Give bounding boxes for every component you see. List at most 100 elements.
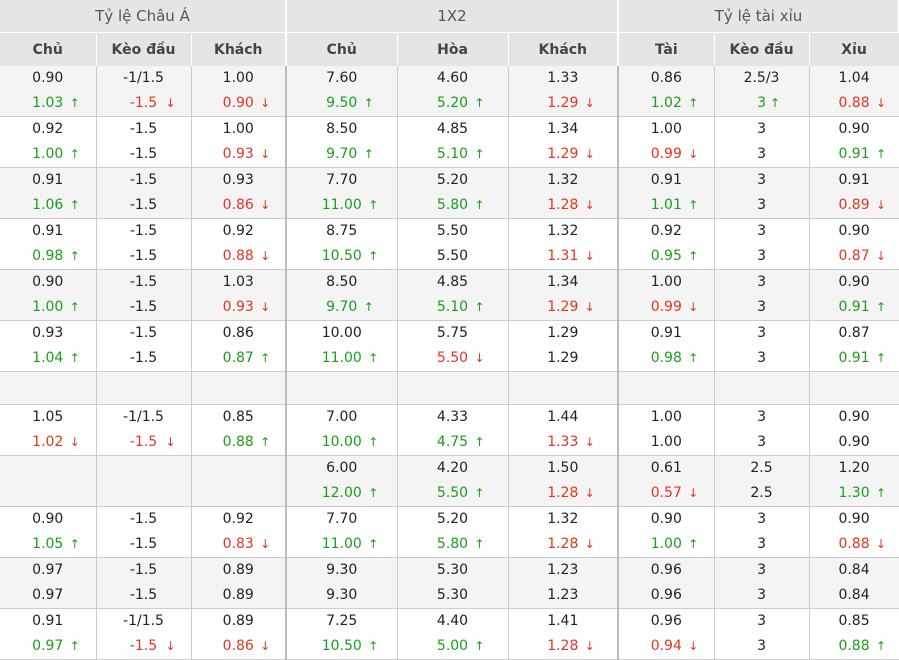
odds-cell-asian-home[interactable]: 1.05 1.02 ↓: [0, 404, 97, 456]
odds-cell-asian-handicap[interactable]: -1.5 -1.5: [96, 116, 192, 168]
odds-cell-1x2-away[interactable]: 1.29 1.29: [508, 320, 620, 372]
odds-cell-1x2-draw[interactable]: 4.33 4.75 ↑: [397, 404, 509, 456]
odds-cell-ou-under[interactable]: 0.90 0.91 ↑: [809, 116, 899, 168]
odds-cell-asian-home[interactable]: 0.91 0.97 ↑: [0, 608, 97, 660]
odds-cell-1x2-home[interactable]: 6.00 12.00 ↑: [286, 455, 398, 507]
odds-cell-ou-over[interactable]: 0.90 1.00 ↑: [618, 506, 715, 558]
odds-cell-1x2-draw[interactable]: 4.20 5.50 ↑: [397, 455, 509, 507]
odds-cell-1x2-home[interactable]: 7.70 11.00 ↑: [286, 506, 398, 558]
odds-cell-asian-handicap[interactable]: -1.5 -1.5: [96, 167, 192, 219]
odds-cell-ou-under[interactable]: 1.20 1.30 ↑: [809, 455, 899, 507]
odds-cell-1x2-away[interactable]: 1.23 1.23: [508, 557, 620, 609]
odds-cell-asian-home[interactable]: 0.90 1.00 ↑: [0, 269, 97, 321]
odds-cell-ou-under[interactable]: 0.91 0.89 ↓: [809, 167, 899, 219]
odds-cell-asian-handicap[interactable]: -1.5 -1.5: [96, 557, 192, 609]
odds-cell-1x2-draw[interactable]: 4.85 5.10 ↑: [397, 116, 509, 168]
odds-cell-ou-under[interactable]: 0.90 0.87 ↓: [809, 218, 899, 270]
odds-cell-asian-away[interactable]: 0.89 0.89: [191, 557, 288, 609]
odds-cell-asian-away[interactable]: 1.00 0.93 ↓: [191, 116, 288, 168]
odds-cell-asian-away[interactable]: 0.92 0.83 ↓: [191, 506, 288, 558]
odds-cell-1x2-away[interactable]: 1.32 1.31 ↓: [508, 218, 620, 270]
odds-cell-ou-over[interactable]: 0.91 1.01 ↑: [618, 167, 715, 219]
odds-cell-asian-away[interactable]: 0.89 0.86 ↓: [191, 608, 288, 660]
odds-cell-ou-under[interactable]: 0.90 0.90: [809, 404, 899, 456]
odds-cell-1x2-away[interactable]: 1.44 1.33 ↓: [508, 404, 620, 456]
odds-cell-1x2-away[interactable]: 1.41 1.28 ↓: [508, 608, 620, 660]
odds-cell-asian-home[interactable]: 0.92 1.00 ↑: [0, 116, 97, 168]
odds-cell-asian-away[interactable]: 1.00 0.90 ↓: [191, 66, 288, 117]
odds-cell-ou-under[interactable]: 0.84 0.84: [809, 557, 899, 609]
odds-cell-asian-handicap[interactable]: -1/1.5 -1.5 ↓: [96, 404, 192, 456]
odds-cell-asian-away[interactable]: 0.85 0.88 ↑: [191, 404, 288, 456]
odds-cell-1x2-draw[interactable]: 5.50 5.50: [397, 218, 509, 270]
odds-cell-1x2-draw[interactable]: 5.30 5.30: [397, 557, 509, 609]
odds-cell-1x2-home[interactable]: 8.50 9.70 ↑: [286, 269, 398, 321]
odds-cell-1x2-draw[interactable]: 4.40 5.00 ↑: [397, 608, 509, 660]
odds-cell-1x2-away[interactable]: 1.34 1.29 ↓: [508, 116, 620, 168]
odds-cell-1x2-home[interactable]: 8.50 9.70 ↑: [286, 116, 398, 168]
odds-cell-1x2-home[interactable]: 10.00 11.00 ↑: [286, 320, 398, 372]
odds-cell-asian-handicap[interactable]: -1/1.5 -1.5 ↓: [96, 66, 192, 117]
odds-cell-ou-over[interactable]: 0.61 0.57 ↓: [618, 455, 715, 507]
odds-cell-1x2-away[interactable]: 1.32 1.28 ↓: [508, 506, 620, 558]
odds-cell-asian-handicap[interactable]: -1.5 -1.5: [96, 269, 192, 321]
odds-cell-1x2-home[interactable]: 8.75 10.50 ↑: [286, 218, 398, 270]
odds-cell-ou-under[interactable]: 0.87 0.91 ↑: [809, 320, 899, 372]
odds-cell-ou-over[interactable]: 1.00 1.00: [618, 404, 715, 456]
odds-cell-ou-over[interactable]: 1.00 0.99 ↓: [618, 116, 715, 168]
odds-cell-1x2-draw[interactable]: 4.60 5.20 ↑: [397, 66, 509, 117]
odds-cell-asian-handicap[interactable]: -1.5 -1.5: [96, 320, 192, 372]
odds-cell-1x2-draw[interactable]: 5.75 5.50 ↓: [397, 320, 509, 372]
odds-cell-asian-home[interactable]: 0.91 0.98 ↑: [0, 218, 97, 270]
odds-cell-ou-under[interactable]: 1.04 0.88 ↓: [809, 66, 899, 117]
odds-cell-1x2-draw[interactable]: 5.20 5.80 ↑: [397, 167, 509, 219]
odds-cell-1x2-draw[interactable]: 5.20 5.80 ↑: [397, 506, 509, 558]
odds-cell-1x2-away[interactable]: 1.33 1.29 ↓: [508, 66, 620, 117]
odds-cell-asian-away[interactable]: 0.86 0.87 ↑: [191, 320, 288, 372]
odds-cell-asian-handicap[interactable]: -1.5 -1.5: [96, 506, 192, 558]
odds-cell-1x2-home[interactable]: 7.00 10.00 ↑: [286, 404, 398, 456]
odds-cell-asian-handicap[interactable]: [96, 455, 192, 507]
odds-cell-1x2-home[interactable]: 7.70 11.00 ↑: [286, 167, 398, 219]
odds-cell-ou-over[interactable]: 0.96 0.96: [618, 557, 715, 609]
odds-cell-1x2-away[interactable]: 1.50 1.28 ↓: [508, 455, 620, 507]
odds-cell-asian-handicap[interactable]: -1.5 -1.5: [96, 218, 192, 270]
odds-cell-ou-under[interactable]: 0.90 0.91 ↑: [809, 269, 899, 321]
odds-cell-asian-away[interactable]: 0.93 0.86 ↓: [191, 167, 288, 219]
odds-cell-ou-line[interactable]: 2.5/3 3 ↑: [714, 66, 810, 117]
odds-cell-asian-home[interactable]: [0, 455, 97, 507]
odds-cell-asian-home[interactable]: 0.91 1.06 ↑: [0, 167, 97, 219]
odds-cell-ou-line[interactable]: 2.5 2.5: [714, 455, 810, 507]
odds-cell-ou-over[interactable]: 0.92 0.95 ↑: [618, 218, 715, 270]
odds-cell-1x2-home[interactable]: 7.25 10.50 ↑: [286, 608, 398, 660]
odds-cell-asian-home[interactable]: 0.90 1.03 ↑: [0, 66, 97, 117]
odds-cell-1x2-draw[interactable]: 4.85 5.10 ↑: [397, 269, 509, 321]
odds-cell-ou-over[interactable]: 0.86 1.02 ↑: [618, 66, 715, 117]
opening-odds: 0.96: [650, 613, 682, 629]
odds-cell-ou-over[interactable]: 1.00 0.99 ↓: [618, 269, 715, 321]
odds-cell-1x2-home[interactable]: 9.30 9.30: [286, 557, 398, 609]
odds-cell-asian-home[interactable]: 0.97 0.97: [0, 557, 97, 609]
odds-cell-ou-over[interactable]: 0.96 0.94 ↓: [618, 608, 715, 660]
odds-cell-1x2-home[interactable]: 7.60 9.50 ↑: [286, 66, 398, 117]
odds-cell-asian-handicap[interactable]: -1/1.5 -1.5 ↓: [96, 608, 192, 660]
odds-cell-asian-away[interactable]: [191, 455, 288, 507]
odds-cell-ou-over[interactable]: 0.91 0.98 ↑: [618, 320, 715, 372]
odds-cell-asian-home[interactable]: 0.90 1.05 ↑: [0, 506, 97, 558]
odds-cell-asian-away[interactable]: 1.03 0.93 ↓: [191, 269, 288, 321]
odds-cell-ou-under[interactable]: 0.85 0.88 ↑: [809, 608, 899, 660]
odds-cell-ou-under[interactable]: 0.90 0.88 ↓: [809, 506, 899, 558]
odds-cell-asian-away[interactable]: 0.92 0.88 ↓: [191, 218, 288, 270]
odds-cell-1x2-away[interactable]: 1.32 1.28 ↓: [508, 167, 620, 219]
odds-cell-asian-home[interactable]: 0.93 1.04 ↑: [0, 320, 97, 372]
odds-cell-1x2-away[interactable]: 1.34 1.29 ↓: [508, 269, 620, 321]
